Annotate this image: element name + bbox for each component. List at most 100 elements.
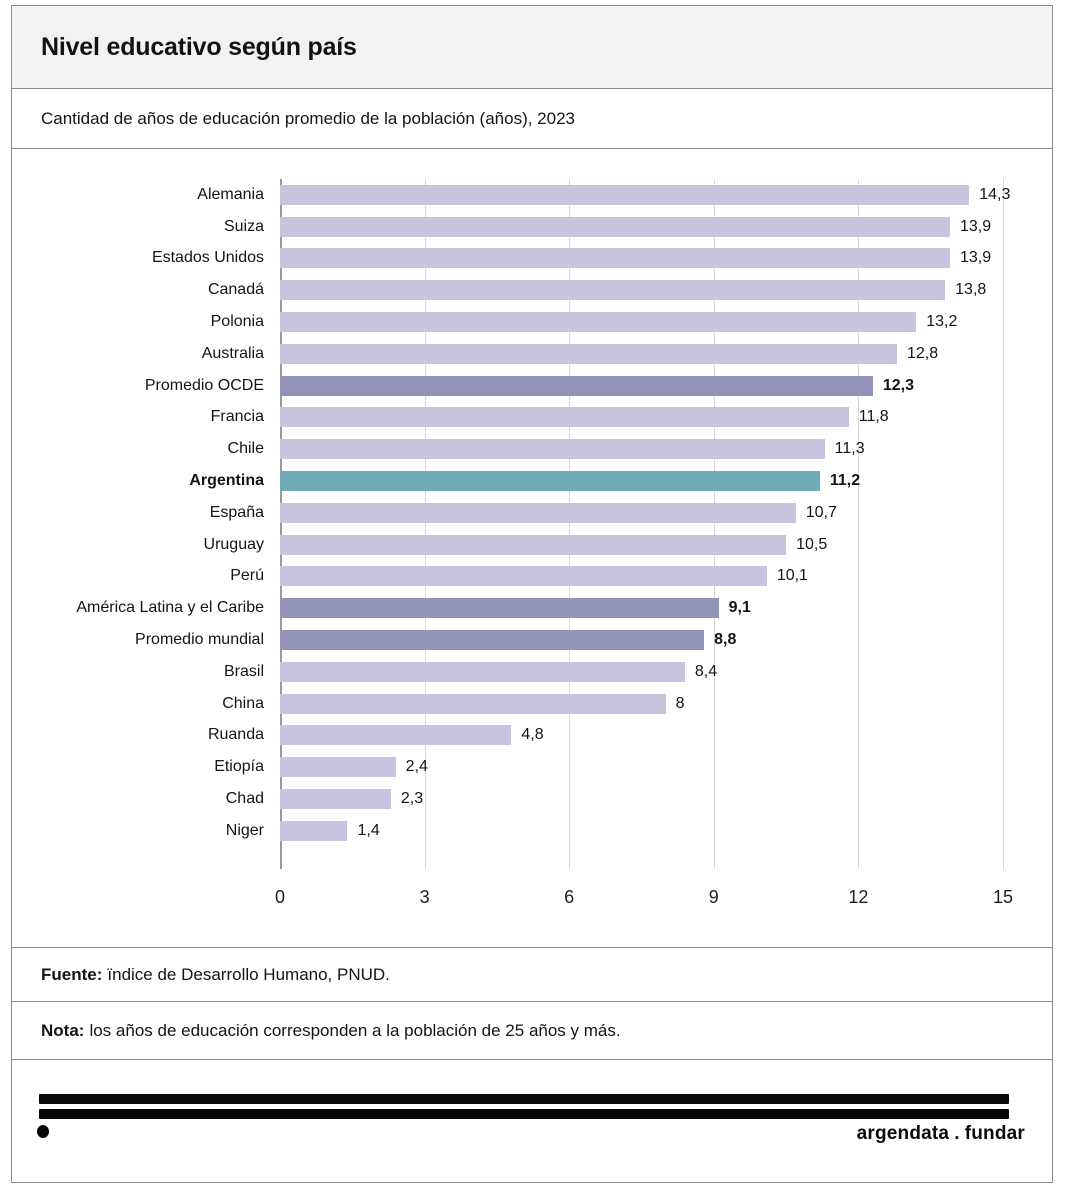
chart-row: Australia 12,8: [12, 338, 1052, 370]
bar: [280, 566, 767, 587]
x-tick-label: 9: [708, 887, 719, 907]
bar-value: 2,4: [405, 758, 428, 776]
note-label: Nota:: [41, 1020, 85, 1040]
bar-value: 10,5: [796, 535, 828, 553]
x-axis: 0 3 6 9 12 15: [12, 887, 1052, 911]
brand-right: fundar: [964, 1123, 1025, 1144]
category-label: Chile: [227, 440, 264, 458]
bar-value: 12,8: [906, 344, 939, 362]
chart-row: Francia 11,8: [12, 402, 1052, 434]
header: Nivel educativo según país: [12, 6, 1052, 89]
bar: [280, 534, 787, 555]
bar-value: 2,3: [400, 790, 424, 808]
bar-track: 10,7: [280, 502, 1003, 523]
x-tick-label: 3: [419, 887, 430, 907]
bar-track: 10,1: [280, 566, 1003, 587]
bar: [280, 471, 820, 492]
bar: [280, 661, 685, 682]
chart-row: Uruguay 10,5: [12, 529, 1052, 561]
category-label: Polonia: [210, 313, 264, 331]
note-row: Nota: los años de educación corresponden…: [12, 1002, 1052, 1060]
bar-track: 4,8: [280, 725, 1003, 746]
chart-row: Niger 1,4: [12, 815, 1052, 847]
bar-track: 2,3: [280, 789, 1003, 810]
category-label: Uruguay: [203, 535, 264, 553]
bar: [280, 312, 917, 333]
bar-track: 14,3: [280, 184, 1010, 205]
category-label: Ruanda: [207, 726, 264, 744]
bar-track: 9,1: [280, 598, 1003, 619]
footer-logo: argendata. fundar: [12, 1060, 1052, 1145]
bar-track: 1,4: [280, 820, 1003, 841]
bar-value: 11,8: [858, 408, 889, 426]
chart-row: Chad 2,3: [12, 783, 1052, 815]
category-label: Etiopía: [214, 758, 264, 776]
bar-track: 11,3: [280, 439, 1003, 460]
bar-value: 13,9: [959, 249, 992, 267]
bar-value: 8,4: [694, 662, 718, 680]
gridline: [1003, 179, 1004, 869]
x-tick-label: 0: [274, 887, 286, 907]
bar: [280, 407, 849, 428]
category-label: Perú: [230, 567, 264, 585]
bar-track: 13,8: [280, 280, 1003, 301]
gridline: [569, 179, 571, 869]
bar-track: 13,9: [280, 248, 1003, 269]
category-label: Alemania: [197, 185, 264, 203]
gridline: [424, 179, 426, 869]
grid-layer: [12, 179, 1052, 869]
bar-track: 12,8: [280, 343, 1003, 364]
chart-row: España 10,7: [12, 497, 1052, 529]
chart-row: China 8: [12, 688, 1052, 720]
bar-value: 13,8: [955, 281, 987, 299]
gridline: [858, 179, 860, 869]
bar-value: 4,8: [521, 726, 544, 744]
category-label: China: [222, 694, 264, 712]
chart-row: Etiopía 2,4: [12, 751, 1052, 783]
category-label: España: [209, 503, 264, 521]
bar-value: 13,9: [959, 217, 992, 235]
source-row: Fuente: ïndice de Desarrollo Humano, PNU…: [12, 948, 1052, 1002]
category-label: Suiza: [223, 217, 264, 235]
bar-value: 8: [675, 694, 685, 712]
bar-value: 10,1: [776, 567, 808, 585]
bar: [280, 725, 512, 746]
chart-section: Alemania 14,3 Suiza 13,9 Estados Unidos 13,9 C…: [12, 149, 1052, 948]
bar-value: 11,3: [834, 440, 865, 458]
source-label: Fuente:: [41, 964, 103, 984]
chart-row: América Latina y el Caribe 9,1: [12, 592, 1052, 624]
page-title: Nivel educativo según país: [41, 32, 357, 61]
bar-value: 13,2: [926, 313, 958, 331]
bar-value: 12,3: [882, 376, 914, 394]
bar-track: 8,4: [280, 661, 1003, 682]
bar: [280, 502, 796, 523]
brand-wordmark: argendata. fundar: [857, 1123, 1025, 1145]
category-label: Australia: [201, 344, 264, 362]
category-label: Estados Unidos: [151, 249, 264, 267]
x-tick-label: 12: [848, 887, 869, 907]
logo-bar-top: [39, 1094, 1009, 1104]
category-label: Argentina: [189, 472, 264, 490]
bar: [280, 248, 950, 269]
bar-track: 11,2: [280, 471, 1003, 492]
bar: [280, 789, 391, 810]
bar: [280, 630, 705, 651]
category-label: Francia: [210, 408, 264, 426]
chart-row: Perú 10,1: [12, 561, 1052, 593]
category-label: Promedio mundial: [135, 631, 264, 649]
y-axis-line: [280, 179, 282, 869]
bar: [280, 598, 719, 619]
logo-dot-icon: [37, 1125, 49, 1138]
chart-row: Ruanda 4,8: [12, 720, 1052, 752]
chart-row: Brasil 8,4: [12, 656, 1052, 688]
bar-track: 11,8: [280, 407, 1003, 428]
category-label: Chad: [225, 790, 264, 808]
brand-separator: .: [954, 1123, 960, 1144]
bar-track: 10,5: [280, 534, 1003, 555]
category-label: Niger: [225, 821, 264, 839]
bar: [280, 280, 946, 301]
bar-track: 8,8: [280, 630, 1003, 651]
bar-track: 13,9: [280, 216, 1003, 237]
category-label: Promedio OCDE: [144, 376, 264, 394]
bar-value: 10,7: [805, 503, 837, 521]
